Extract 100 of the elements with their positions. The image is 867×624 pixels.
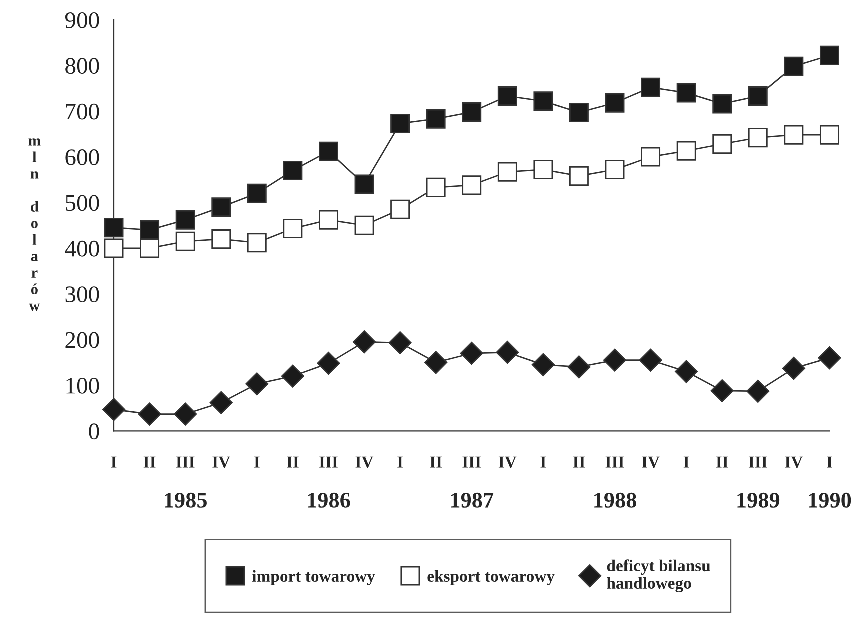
x-tick-label: IV [642, 456, 660, 468]
point [210, 391, 233, 414]
point [676, 83, 696, 103]
text: 1988 [594, 492, 636, 508]
y-tick-label: 500 [66, 195, 100, 212]
point [534, 92, 554, 112]
x-tick-label: I [827, 456, 832, 468]
x-tick-label: III [176, 456, 195, 468]
point [818, 346, 842, 370]
point [534, 160, 554, 180]
point [820, 125, 840, 145]
point [426, 109, 446, 129]
text: 1989 [738, 492, 780, 508]
x-tick-label: I [111, 456, 117, 468]
text: 1990 [809, 492, 852, 508]
x-tick-label: I [540, 456, 546, 468]
point [140, 220, 160, 240]
y-tick-label: 900 [65, 12, 100, 28]
y-tick-label: 400 [65, 240, 100, 257]
x-tick-label: II [430, 456, 442, 468]
point [748, 86, 768, 106]
text: 1986 [308, 492, 350, 508]
point [460, 342, 484, 366]
y-tick-label: 200 [66, 332, 100, 348]
point [424, 351, 448, 374]
point [641, 78, 661, 98]
point [390, 200, 410, 220]
point [496, 341, 520, 364]
point [568, 356, 591, 379]
point [498, 162, 518, 182]
x-tick-label: IV [356, 456, 374, 468]
point [462, 176, 482, 196]
point [426, 178, 446, 198]
x-tick-label: II [716, 456, 728, 468]
point [675, 360, 698, 384]
text: 1985 [165, 492, 207, 508]
point [212, 198, 232, 218]
point [570, 166, 589, 186]
point [104, 218, 124, 238]
point [176, 210, 196, 230]
x-tick-label: III [748, 456, 768, 468]
x-tick-label: IV [785, 456, 804, 468]
x-tick-label: IV [498, 456, 517, 468]
point [102, 398, 126, 422]
point [462, 102, 482, 122]
y-tick-label: 100 [66, 378, 100, 394]
point [140, 238, 160, 258]
x-tick-label: I [398, 456, 403, 468]
point [353, 330, 376, 354]
point [639, 348, 662, 372]
y-tick-label: 700 [66, 104, 100, 120]
point [247, 184, 267, 204]
point [317, 352, 340, 376]
y-tick-label: 300 [66, 286, 100, 303]
point [104, 238, 124, 258]
x-tick-label: II [144, 456, 156, 468]
point [712, 134, 732, 154]
point [281, 364, 304, 388]
point [247, 233, 267, 253]
point [354, 216, 374, 236]
point [498, 86, 518, 106]
point [604, 348, 627, 372]
point [820, 46, 840, 66]
point [390, 114, 410, 134]
x-tick-label: I [684, 456, 690, 468]
point [319, 142, 338, 162]
point [605, 160, 625, 180]
point [746, 380, 770, 403]
x-tick-label: IV [212, 456, 230, 468]
point [641, 147, 661, 167]
legend-label: import towarowy [252, 570, 376, 586]
text: 1987 [451, 492, 494, 508]
x-tick-label: I [254, 456, 260, 468]
x-tick-label: III [462, 456, 482, 468]
x-tick-label: III [606, 456, 624, 468]
point [246, 372, 269, 396]
point [570, 102, 589, 122]
point [176, 232, 196, 252]
point [748, 128, 768, 148]
point [784, 125, 804, 145]
legend-label: deficyt bilansu handlowego [607, 560, 710, 593]
point [784, 56, 804, 76]
point [354, 174, 374, 194]
point [283, 219, 303, 238]
point [174, 402, 198, 426]
point [605, 93, 625, 113]
point [712, 94, 732, 114]
point [676, 141, 696, 161]
y-tick-label: 600 [66, 150, 100, 166]
x-tick-label: III [320, 456, 338, 468]
text: mln dolarów [28, 138, 41, 311]
point [782, 357, 806, 380]
point [212, 230, 232, 250]
point [283, 161, 303, 180]
legend-label: eksport towarowy [428, 570, 555, 586]
point [532, 353, 555, 376]
x-tick-label: II [573, 456, 586, 468]
point [319, 210, 338, 230]
point [138, 402, 162, 426]
y-tick-label: 0 [89, 424, 100, 440]
